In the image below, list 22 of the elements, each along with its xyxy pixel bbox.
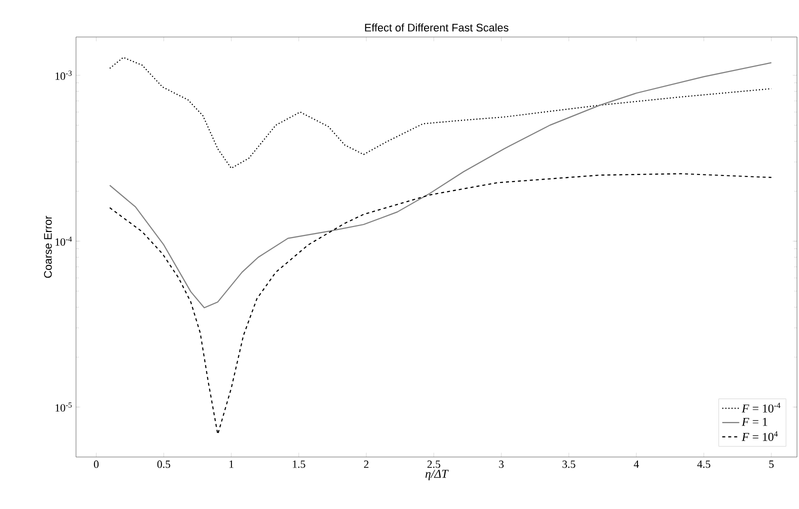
- x-tick-label: 5: [769, 460, 774, 468]
- x-tick-label: 4: [634, 460, 639, 468]
- y-axis-title: Coarse Error: [44, 216, 52, 278]
- line-series: [109, 62, 772, 308]
- x-tick-label: 4.5: [697, 460, 710, 468]
- legend-label: F = 10$^{4}$: [742, 431, 778, 441]
- x-tick-label: 3: [499, 460, 504, 468]
- x-tick-label: 2.5: [427, 460, 440, 468]
- x-tick-label: 1.5: [292, 460, 306, 468]
- legend-label: F = 10$^{-4}$: [742, 402, 780, 413]
- chart-title: Effect of Different Fast Scales: [365, 23, 508, 32]
- line-series: [109, 56, 772, 169]
- y-tick-label: 10$^{-5}$: [56, 402, 72, 412]
- x-tick-label: 0.5: [157, 460, 170, 468]
- x-tick-label: 1: [230, 460, 234, 468]
- legend-label: F = 1: [742, 418, 768, 426]
- y-tick-label: 10$^{-3}$: [56, 70, 72, 80]
- x-axis-title: η/ΔT: [425, 470, 449, 480]
- x-tick-label: 3.5: [562, 460, 576, 468]
- x-tick-label: 0: [94, 460, 99, 468]
- y-tick-label: 10$^{-4}$: [56, 236, 72, 246]
- x-tick-label: 2: [364, 460, 368, 468]
